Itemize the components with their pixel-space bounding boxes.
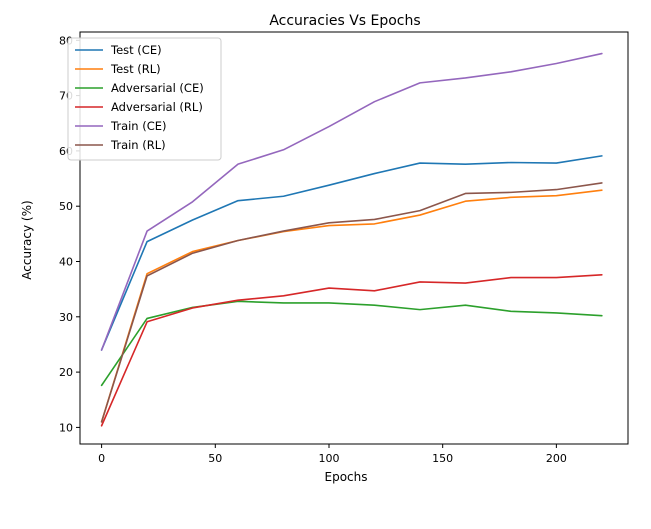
legend-label: Train (RL) [110,138,166,152]
legend-label: Test (RL) [110,62,161,76]
x-axis-label: Epochs [325,470,368,484]
legend-box [67,37,222,161]
legend-label: Adversarial (CE) [111,81,204,95]
x-tick-label: 200 [546,452,567,465]
series-line-train-ce [100,52,603,351]
x-tick-label: 0 [98,452,105,465]
chart-title: Accuracies Vs Epochs [269,13,420,29]
plot-frame [79,31,629,445]
series-line-test-ce [100,155,603,351]
series-line-adversarial-ce [100,300,603,387]
y-tick-label: 10 [59,421,73,434]
legend-label: Train (CE) [110,119,167,133]
y-axis-label: Accuracy (%) [20,200,34,279]
series-line-test-rl [100,189,603,423]
series-line-train-rl [100,182,603,423]
legend: Test (CE) Test (RL) Adversarial (CE) Advers… [67,37,222,161]
x-axis: 0 50 100 150 200 [98,444,567,465]
x-tick-label: 50 [208,452,222,465]
legend-label: Adversarial (RL) [111,100,203,114]
y-tick-label: 30 [59,311,73,324]
x-tick-label: 100 [318,452,339,465]
y-tick-label: 40 [59,256,73,269]
y-tick-label: 50 [59,200,73,213]
plot-area [79,31,629,445]
x-tick-label: 150 [432,452,453,465]
y-tick-label: 20 [59,366,73,379]
legend-label: Test (CE) [110,43,162,57]
series-line-adversarial-rl [100,273,603,427]
series-layer [100,52,603,427]
